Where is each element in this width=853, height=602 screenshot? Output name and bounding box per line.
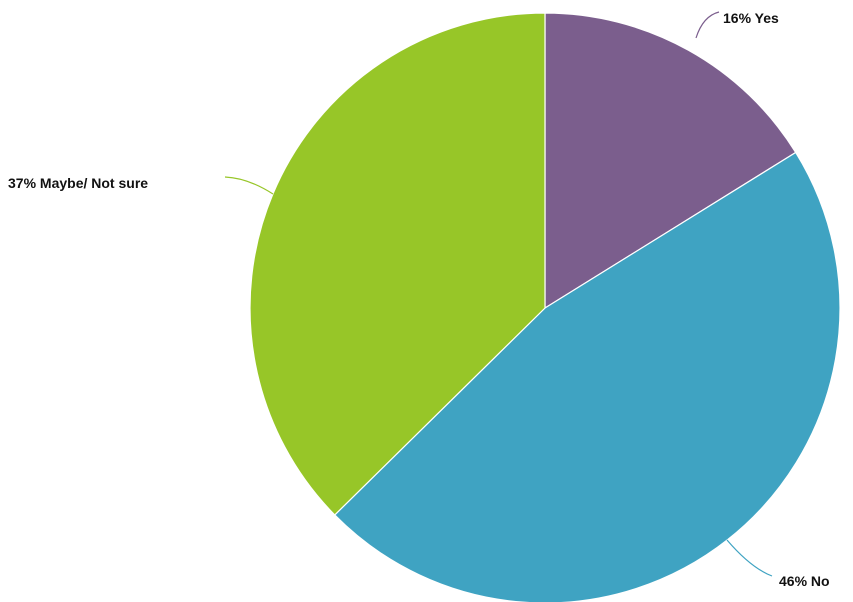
slice-label-no: 46% No <box>779 573 830 589</box>
leader-line-no <box>726 539 773 577</box>
slice-label-maybe-not-sure: 37% Maybe/ Not sure <box>8 175 148 191</box>
pie-labels: 16% Yes 46% No 37% Maybe/ Not sure <box>8 10 830 589</box>
slice-maybe-not-sure <box>249 12 546 516</box>
pie-slices <box>249 12 841 602</box>
leader-line-maybe-not-sure <box>224 176 274 195</box>
leader-lines <box>224 11 773 577</box>
slice-label-yes: 16% Yes <box>723 10 779 26</box>
slice-yes <box>544 12 797 310</box>
leader-line-yes <box>695 11 720 39</box>
